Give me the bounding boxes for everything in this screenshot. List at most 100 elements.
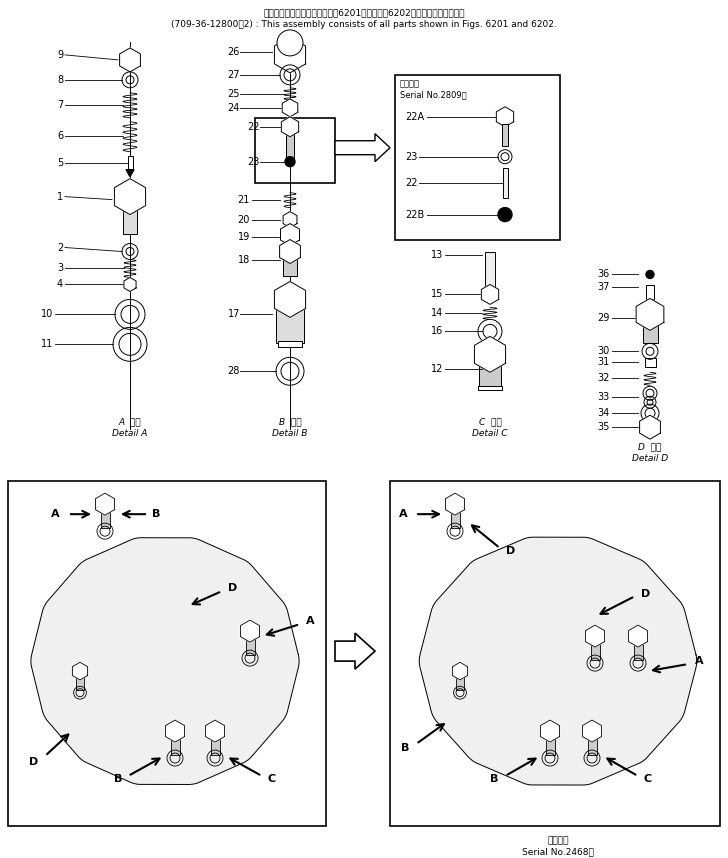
Text: 24: 24: [228, 103, 240, 112]
Text: A: A: [695, 656, 704, 666]
Bar: [502, 167, 507, 197]
Text: 16: 16: [431, 326, 443, 336]
Polygon shape: [274, 37, 306, 73]
Text: C: C: [644, 774, 652, 784]
Bar: [590, 640, 599, 660]
Text: 1: 1: [57, 191, 63, 202]
Circle shape: [285, 157, 295, 166]
Text: 15: 15: [431, 289, 443, 299]
Text: 30: 30: [598, 347, 610, 356]
Text: 35: 35: [598, 422, 610, 432]
Text: 27: 27: [227, 69, 240, 80]
Bar: [479, 360, 501, 389]
Text: 10: 10: [41, 310, 53, 319]
Text: 23: 23: [248, 157, 260, 166]
Bar: [245, 635, 255, 656]
Text: B: B: [490, 774, 498, 784]
Text: 13: 13: [431, 250, 443, 259]
Bar: [127, 155, 132, 170]
Text: 3: 3: [57, 263, 63, 274]
Text: 9: 9: [57, 50, 63, 60]
Polygon shape: [628, 625, 647, 647]
Text: B  詳細: B 詳細: [279, 417, 301, 426]
Text: 7: 7: [57, 100, 63, 110]
Polygon shape: [283, 212, 297, 227]
Polygon shape: [114, 178, 146, 214]
Bar: [278, 341, 302, 347]
Text: D: D: [228, 583, 237, 593]
Polygon shape: [585, 625, 604, 647]
Text: A: A: [306, 616, 314, 626]
Text: 29: 29: [598, 313, 610, 323]
Polygon shape: [540, 720, 560, 742]
Polygon shape: [281, 117, 298, 136]
Bar: [644, 358, 655, 367]
Circle shape: [277, 30, 303, 56]
Bar: [502, 124, 508, 146]
Polygon shape: [419, 537, 697, 785]
Polygon shape: [582, 720, 601, 742]
Bar: [255, 118, 335, 183]
Circle shape: [498, 208, 512, 221]
Bar: [545, 735, 555, 755]
Bar: [170, 735, 180, 755]
Text: Detail C: Detail C: [472, 429, 507, 438]
Text: 11: 11: [41, 339, 53, 349]
Polygon shape: [280, 239, 301, 263]
Text: 20: 20: [237, 214, 250, 225]
Bar: [210, 735, 220, 755]
Bar: [76, 674, 84, 691]
Text: 36: 36: [598, 269, 610, 280]
Text: 26: 26: [228, 47, 240, 57]
Text: (709-36-12800～2) : This assembly consists of all parts shown in Figs. 6201 and 6: (709-36-12800～2) : This assembly consist…: [171, 20, 557, 29]
Text: 4: 4: [57, 280, 63, 289]
Polygon shape: [274, 281, 306, 317]
Text: 適用号機: 適用号機: [547, 836, 569, 845]
Bar: [390, 481, 720, 826]
Text: 25: 25: [227, 89, 240, 99]
Text: D  詳細: D 詳細: [638, 442, 662, 451]
Text: A: A: [400, 509, 408, 519]
Polygon shape: [452, 662, 467, 680]
Bar: [485, 252, 495, 287]
Bar: [633, 640, 643, 660]
Bar: [587, 735, 596, 755]
Text: 8: 8: [57, 75, 63, 85]
Text: Detail D: Detail D: [632, 454, 668, 463]
Bar: [8, 481, 326, 826]
Text: 17: 17: [228, 310, 240, 319]
Bar: [283, 258, 297, 276]
Polygon shape: [496, 106, 514, 127]
Bar: [395, 75, 560, 239]
Text: A: A: [52, 509, 60, 519]
Text: 22A: 22A: [405, 112, 424, 122]
Polygon shape: [126, 170, 134, 177]
Text: 12: 12: [431, 365, 443, 374]
Text: 5: 5: [57, 158, 63, 167]
Bar: [286, 126, 294, 158]
Text: 23: 23: [405, 152, 417, 161]
Polygon shape: [124, 277, 136, 292]
Polygon shape: [282, 99, 298, 117]
Bar: [456, 674, 464, 691]
Polygon shape: [95, 493, 114, 515]
Text: 19: 19: [238, 232, 250, 242]
Polygon shape: [446, 493, 464, 515]
Polygon shape: [119, 48, 141, 72]
Text: 37: 37: [598, 282, 610, 293]
Text: Detail A: Detail A: [112, 429, 148, 438]
Text: 21: 21: [237, 195, 250, 204]
Polygon shape: [335, 633, 375, 669]
Polygon shape: [636, 299, 664, 330]
Text: Detail B: Detail B: [272, 429, 308, 438]
Bar: [100, 508, 109, 529]
Bar: [123, 206, 137, 233]
Text: Serial No.2468～: Serial No.2468～: [522, 847, 594, 856]
Text: 32: 32: [598, 373, 610, 384]
Polygon shape: [240, 620, 259, 642]
Text: 14: 14: [431, 308, 443, 318]
Polygon shape: [72, 662, 87, 680]
Polygon shape: [640, 415, 660, 439]
Polygon shape: [481, 285, 499, 305]
Text: 適用号機: 適用号機: [400, 80, 420, 89]
